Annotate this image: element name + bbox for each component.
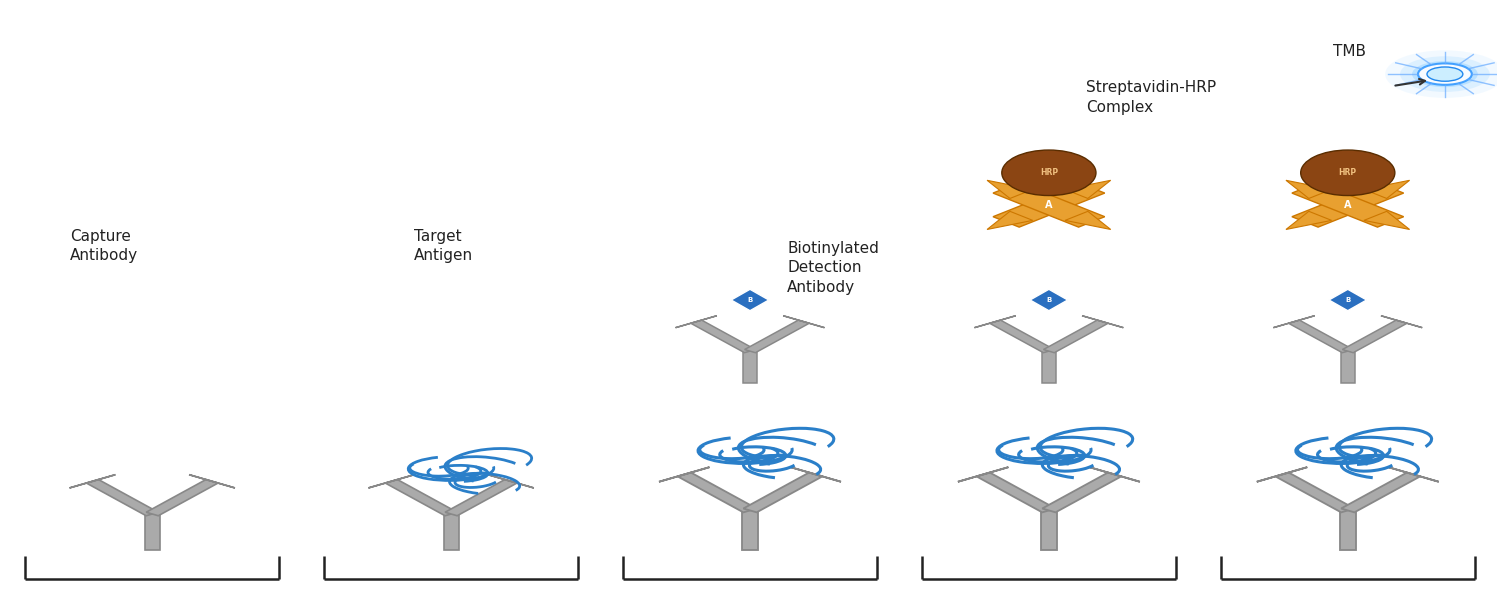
Polygon shape	[1292, 182, 1404, 227]
Polygon shape	[1364, 211, 1410, 229]
Polygon shape	[1044, 320, 1108, 353]
Ellipse shape	[1300, 150, 1395, 196]
Polygon shape	[975, 316, 1016, 328]
Bar	[742, 511, 758, 550]
Polygon shape	[692, 320, 756, 353]
Polygon shape	[1275, 473, 1354, 512]
Text: TMB: TMB	[1334, 44, 1366, 59]
Polygon shape	[678, 473, 756, 512]
Text: B: B	[1346, 297, 1350, 303]
Polygon shape	[1065, 211, 1110, 229]
Polygon shape	[744, 320, 808, 353]
Polygon shape	[990, 320, 1054, 353]
Bar	[1042, 351, 1056, 383]
Text: Biotinylated
Detection
Antibody: Biotinylated Detection Antibody	[788, 241, 879, 295]
Polygon shape	[987, 180, 1032, 199]
Polygon shape	[386, 479, 458, 516]
Polygon shape	[658, 467, 710, 482]
Polygon shape	[1292, 182, 1404, 227]
Text: A: A	[1344, 200, 1352, 210]
Polygon shape	[1286, 180, 1332, 199]
Bar	[1340, 511, 1356, 550]
Bar	[144, 514, 159, 550]
Polygon shape	[1030, 289, 1068, 311]
Text: B: B	[747, 297, 753, 303]
Polygon shape	[1389, 467, 1438, 482]
Polygon shape	[675, 316, 717, 328]
Polygon shape	[69, 475, 116, 488]
Polygon shape	[1089, 467, 1140, 482]
Polygon shape	[993, 182, 1106, 227]
Polygon shape	[1274, 316, 1314, 328]
Bar	[444, 514, 459, 550]
Polygon shape	[993, 182, 1106, 227]
Polygon shape	[1329, 289, 1366, 311]
Polygon shape	[790, 467, 842, 482]
Bar	[744, 351, 756, 383]
Polygon shape	[1065, 180, 1110, 199]
Polygon shape	[1364, 180, 1410, 199]
Polygon shape	[488, 475, 534, 488]
Polygon shape	[189, 475, 236, 488]
Polygon shape	[730, 289, 770, 311]
Polygon shape	[987, 211, 1032, 229]
Ellipse shape	[1002, 150, 1096, 196]
Polygon shape	[87, 479, 159, 516]
Text: Streptavidin-HRP
Complex: Streptavidin-HRP Complex	[1086, 80, 1216, 115]
Polygon shape	[446, 479, 518, 516]
Polygon shape	[976, 473, 1056, 512]
Polygon shape	[1257, 467, 1308, 482]
Polygon shape	[744, 473, 822, 512]
Polygon shape	[1042, 473, 1122, 512]
Polygon shape	[783, 316, 825, 328]
Text: HRP: HRP	[1338, 168, 1358, 177]
Bar	[1041, 511, 1058, 550]
Text: Target
Antigen: Target Antigen	[414, 229, 472, 263]
Text: HRP: HRP	[1040, 168, 1058, 177]
Polygon shape	[1382, 316, 1422, 328]
Polygon shape	[1082, 316, 1124, 328]
Circle shape	[1384, 50, 1500, 98]
Bar	[1341, 351, 1354, 383]
Polygon shape	[369, 475, 414, 488]
Polygon shape	[958, 467, 1008, 482]
Polygon shape	[1288, 320, 1353, 353]
Circle shape	[1412, 61, 1478, 87]
Circle shape	[1418, 64, 1472, 85]
Polygon shape	[1341, 473, 1420, 512]
Text: Capture
Antibody: Capture Antibody	[70, 229, 138, 263]
Polygon shape	[1286, 211, 1332, 229]
Polygon shape	[1342, 320, 1407, 353]
Polygon shape	[146, 479, 218, 516]
Circle shape	[1400, 56, 1490, 92]
Text: B: B	[1047, 297, 1052, 303]
Circle shape	[1426, 67, 1462, 81]
Text: A: A	[1046, 200, 1053, 210]
